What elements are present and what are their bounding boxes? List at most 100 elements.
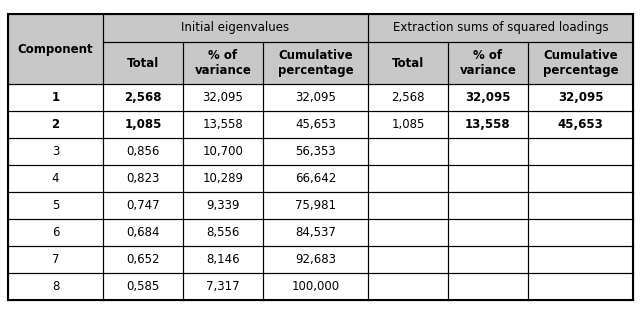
Bar (528, 246, 633, 273)
Bar (448, 111, 528, 138)
Text: Component: Component (18, 42, 94, 56)
Text: 1,085: 1,085 (124, 118, 162, 131)
Bar (368, 273, 448, 300)
Bar (263, 192, 368, 219)
Text: Cumulative
percentage: Cumulative percentage (278, 49, 353, 77)
Text: 75,981: 75,981 (295, 199, 336, 212)
Text: 9,339: 9,339 (206, 199, 240, 212)
Bar (528, 111, 633, 138)
Text: 92,683: 92,683 (295, 253, 336, 266)
Bar (368, 14, 633, 42)
Text: 1: 1 (51, 91, 60, 104)
Text: 2: 2 (51, 118, 60, 131)
Bar (183, 42, 263, 84)
Bar (103, 165, 183, 192)
Text: 10,700: 10,700 (203, 145, 244, 158)
Bar (528, 165, 633, 192)
Bar (448, 138, 528, 165)
Text: 56,353: 56,353 (295, 145, 336, 158)
Text: 84,537: 84,537 (295, 226, 336, 239)
Bar (103, 192, 183, 219)
Bar (103, 246, 183, 273)
Text: Total: Total (127, 57, 159, 69)
Text: 5: 5 (52, 199, 59, 212)
Text: 13,558: 13,558 (203, 118, 244, 131)
Bar (183, 219, 263, 246)
Bar (263, 84, 368, 111)
Bar (528, 84, 633, 111)
Text: 1,085: 1,085 (391, 118, 425, 131)
Text: 0,856: 0,856 (126, 145, 160, 158)
Bar (368, 138, 448, 165)
Text: 45,653: 45,653 (558, 118, 603, 131)
Bar (263, 138, 368, 165)
Text: Initial eigenvalues: Initial eigenvalues (181, 21, 290, 35)
Text: 0,684: 0,684 (126, 226, 160, 239)
Bar (528, 273, 633, 300)
Bar (8, 84, 103, 111)
Bar (448, 84, 528, 111)
Bar (368, 42, 448, 84)
Text: 10,289: 10,289 (203, 172, 244, 185)
Bar (183, 246, 263, 273)
Bar (183, 111, 263, 138)
Bar (8, 138, 103, 165)
Text: 32,095: 32,095 (558, 91, 603, 104)
Bar (103, 42, 183, 84)
Bar (103, 273, 183, 300)
Bar (448, 273, 528, 300)
Bar (8, 192, 103, 219)
Bar (8, 219, 103, 246)
Text: 0,747: 0,747 (126, 199, 160, 212)
Bar (368, 192, 448, 219)
Bar (103, 111, 183, 138)
Bar (103, 14, 368, 42)
Text: 6: 6 (52, 226, 59, 239)
Bar (263, 273, 368, 300)
Text: % of
variance: % of variance (460, 49, 517, 77)
Bar (368, 219, 448, 246)
Text: 8: 8 (52, 280, 59, 293)
Bar (183, 192, 263, 219)
Bar (263, 246, 368, 273)
Text: 4: 4 (52, 172, 59, 185)
Bar (263, 165, 368, 192)
Text: 3: 3 (52, 145, 59, 158)
Text: 2,568: 2,568 (391, 91, 425, 104)
Bar (103, 84, 183, 111)
Bar (263, 219, 368, 246)
Text: 0,652: 0,652 (126, 253, 160, 266)
Text: 100,000: 100,000 (292, 280, 340, 293)
Bar (448, 165, 528, 192)
Bar (263, 111, 368, 138)
Text: 32,095: 32,095 (465, 91, 511, 104)
Text: Total: Total (392, 57, 424, 69)
Bar (448, 246, 528, 273)
Bar (263, 42, 368, 84)
Text: 7: 7 (52, 253, 59, 266)
Bar (528, 42, 633, 84)
Bar (8, 111, 103, 138)
Bar (528, 192, 633, 219)
Text: % of
variance: % of variance (195, 49, 251, 77)
Bar (8, 246, 103, 273)
Bar (183, 138, 263, 165)
Bar (183, 84, 263, 111)
Bar (368, 165, 448, 192)
Text: 2,568: 2,568 (124, 91, 162, 104)
Text: 32,095: 32,095 (295, 91, 336, 104)
Text: 45,653: 45,653 (295, 118, 336, 131)
Bar (183, 165, 263, 192)
Text: 66,642: 66,642 (295, 172, 336, 185)
Bar (448, 42, 528, 84)
Bar (183, 273, 263, 300)
Bar (8, 273, 103, 300)
Bar (368, 84, 448, 111)
Text: 0,585: 0,585 (126, 280, 160, 293)
Bar (103, 138, 183, 165)
Bar (368, 246, 448, 273)
Bar (448, 192, 528, 219)
Bar (528, 138, 633, 165)
Bar (8, 165, 103, 192)
Bar (368, 111, 448, 138)
